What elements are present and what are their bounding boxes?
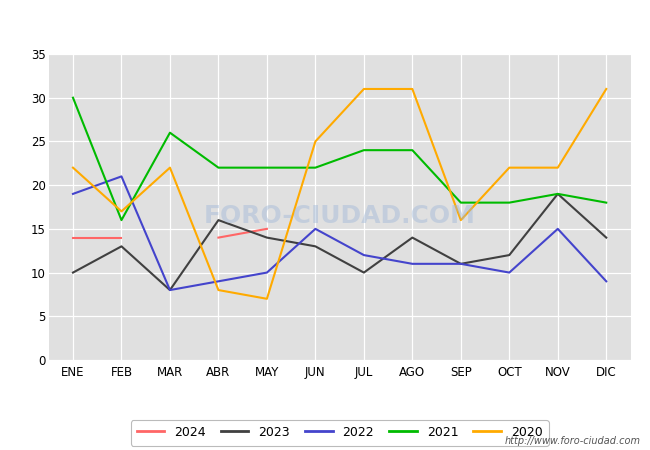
Legend: 2024, 2023, 2022, 2021, 2020: 2024, 2023, 2022, 2021, 2020 <box>131 420 549 446</box>
Text: Matriculaciones de Vehiculos en Ordes: Matriculaciones de Vehiculos en Ordes <box>164 14 486 32</box>
Text: http://www.foro-ciudad.com: http://www.foro-ciudad.com <box>504 436 640 446</box>
Text: FORO-CIUDAD.COM: FORO-CIUDAD.COM <box>203 204 476 228</box>
